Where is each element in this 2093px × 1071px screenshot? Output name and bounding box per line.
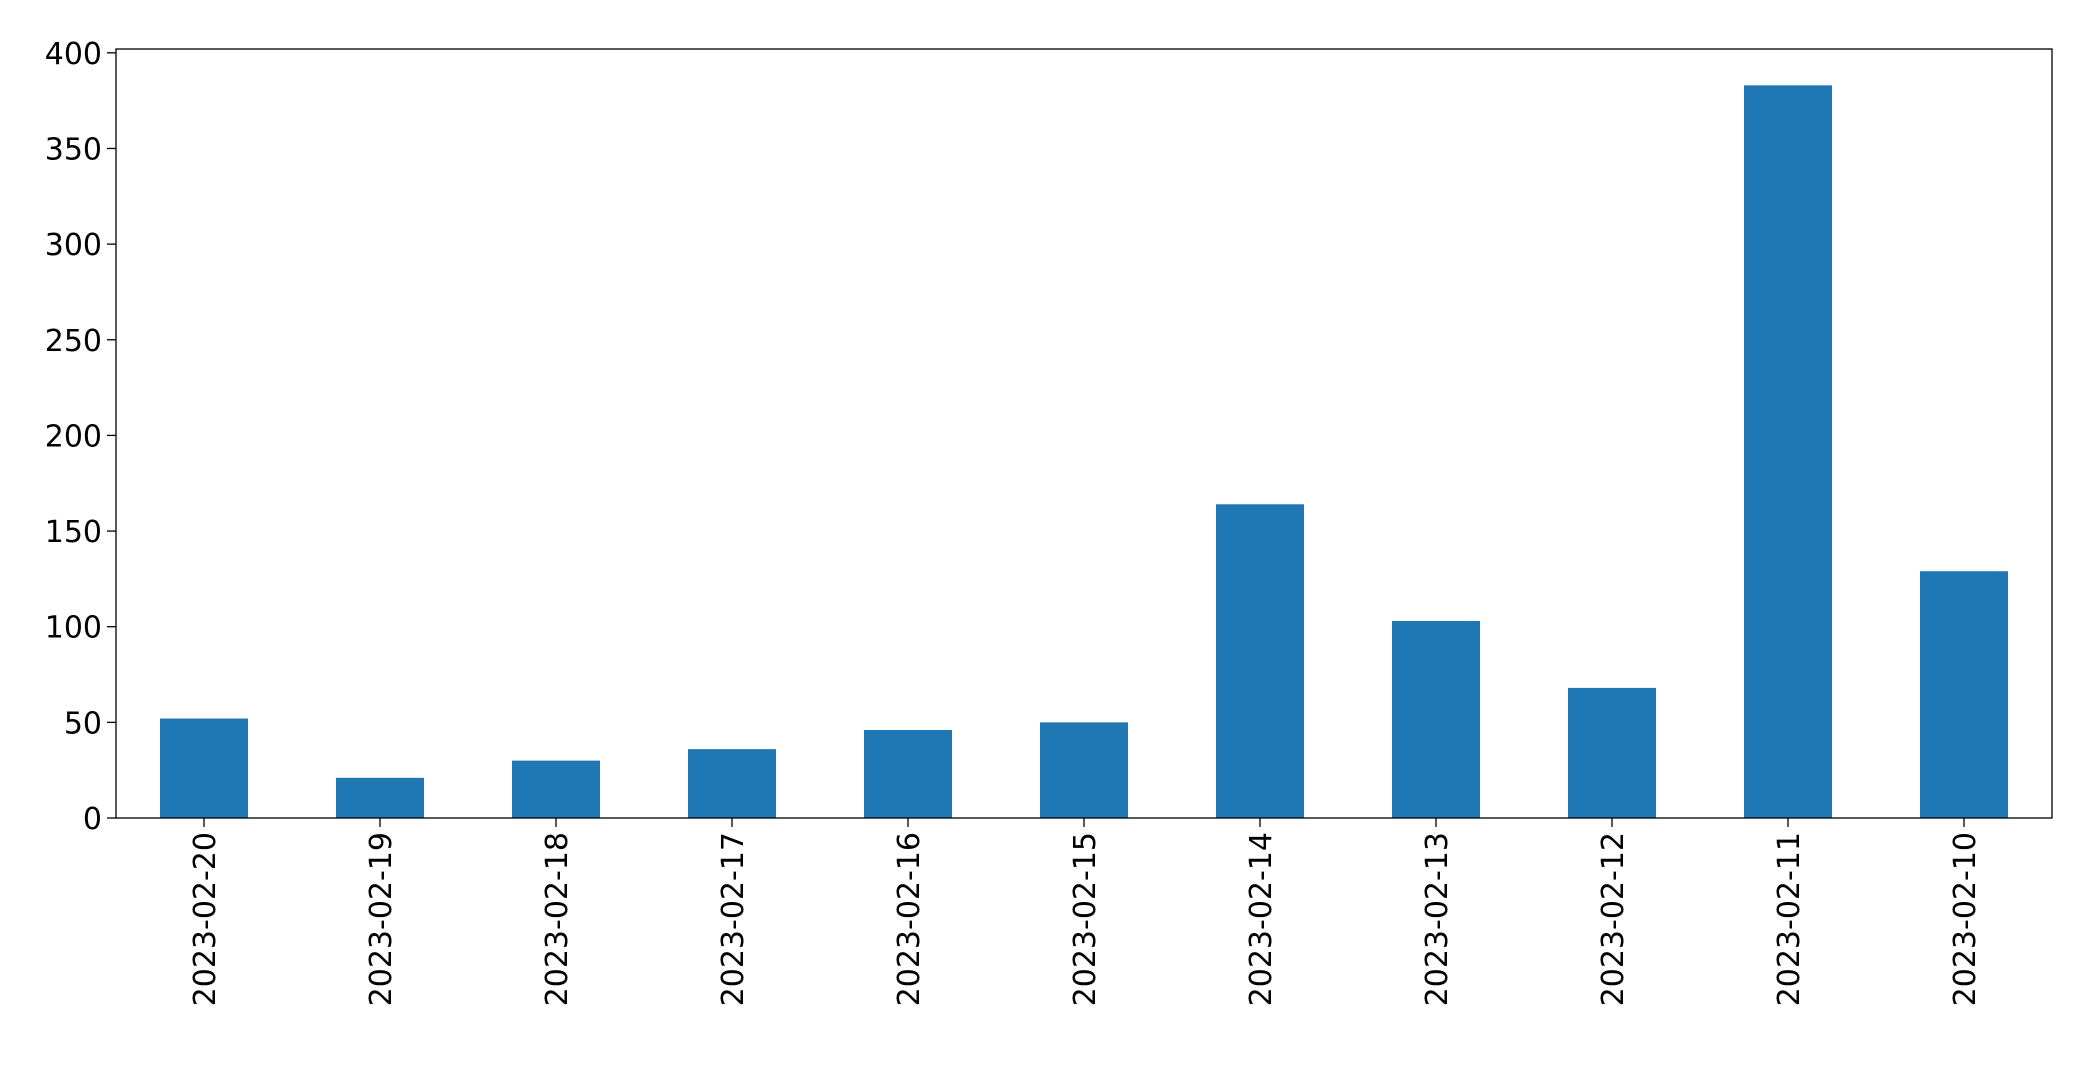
y-tick-label: 200 xyxy=(45,419,102,454)
bar xyxy=(1744,85,1832,819)
bar xyxy=(160,718,248,818)
bar xyxy=(336,777,424,818)
x-tick-label: 2023-02-11 xyxy=(1772,832,1807,1006)
y-tick-label: 50 xyxy=(64,706,102,741)
bar xyxy=(1216,504,1304,818)
x-tick-label: 2023-02-12 xyxy=(1596,832,1631,1006)
y-tick-label: 150 xyxy=(45,515,102,550)
bar xyxy=(1392,620,1480,818)
x-tick-label: 2023-02-15 xyxy=(1068,832,1103,1006)
bar xyxy=(864,730,952,818)
y-tick-label: 400 xyxy=(45,37,102,72)
y-tick-label: 100 xyxy=(45,611,102,646)
x-tick-label: 2023-02-14 xyxy=(1244,832,1279,1006)
x-tick-label: 2023-02-17 xyxy=(716,832,751,1006)
bar xyxy=(1568,687,1656,818)
x-tick-label: 2023-02-19 xyxy=(364,832,399,1006)
y-tick-label: 250 xyxy=(45,324,102,359)
bar xyxy=(688,749,776,818)
y-tick-label: 0 xyxy=(83,802,102,837)
x-tick-label: 2023-02-13 xyxy=(1420,832,1455,1006)
plot-area xyxy=(160,85,2008,819)
x-tick-label: 2023-02-16 xyxy=(892,832,927,1006)
bar xyxy=(1040,722,1128,818)
x-tick-label: 2023-02-20 xyxy=(188,832,223,1006)
x-tick-label: 2023-02-18 xyxy=(540,832,575,1006)
bar xyxy=(512,760,600,818)
x-tick-label: 2023-02-10 xyxy=(1948,832,1983,1006)
y-tick-label: 350 xyxy=(45,132,102,167)
y-tick-label: 300 xyxy=(45,228,102,263)
bar xyxy=(1920,571,2008,818)
